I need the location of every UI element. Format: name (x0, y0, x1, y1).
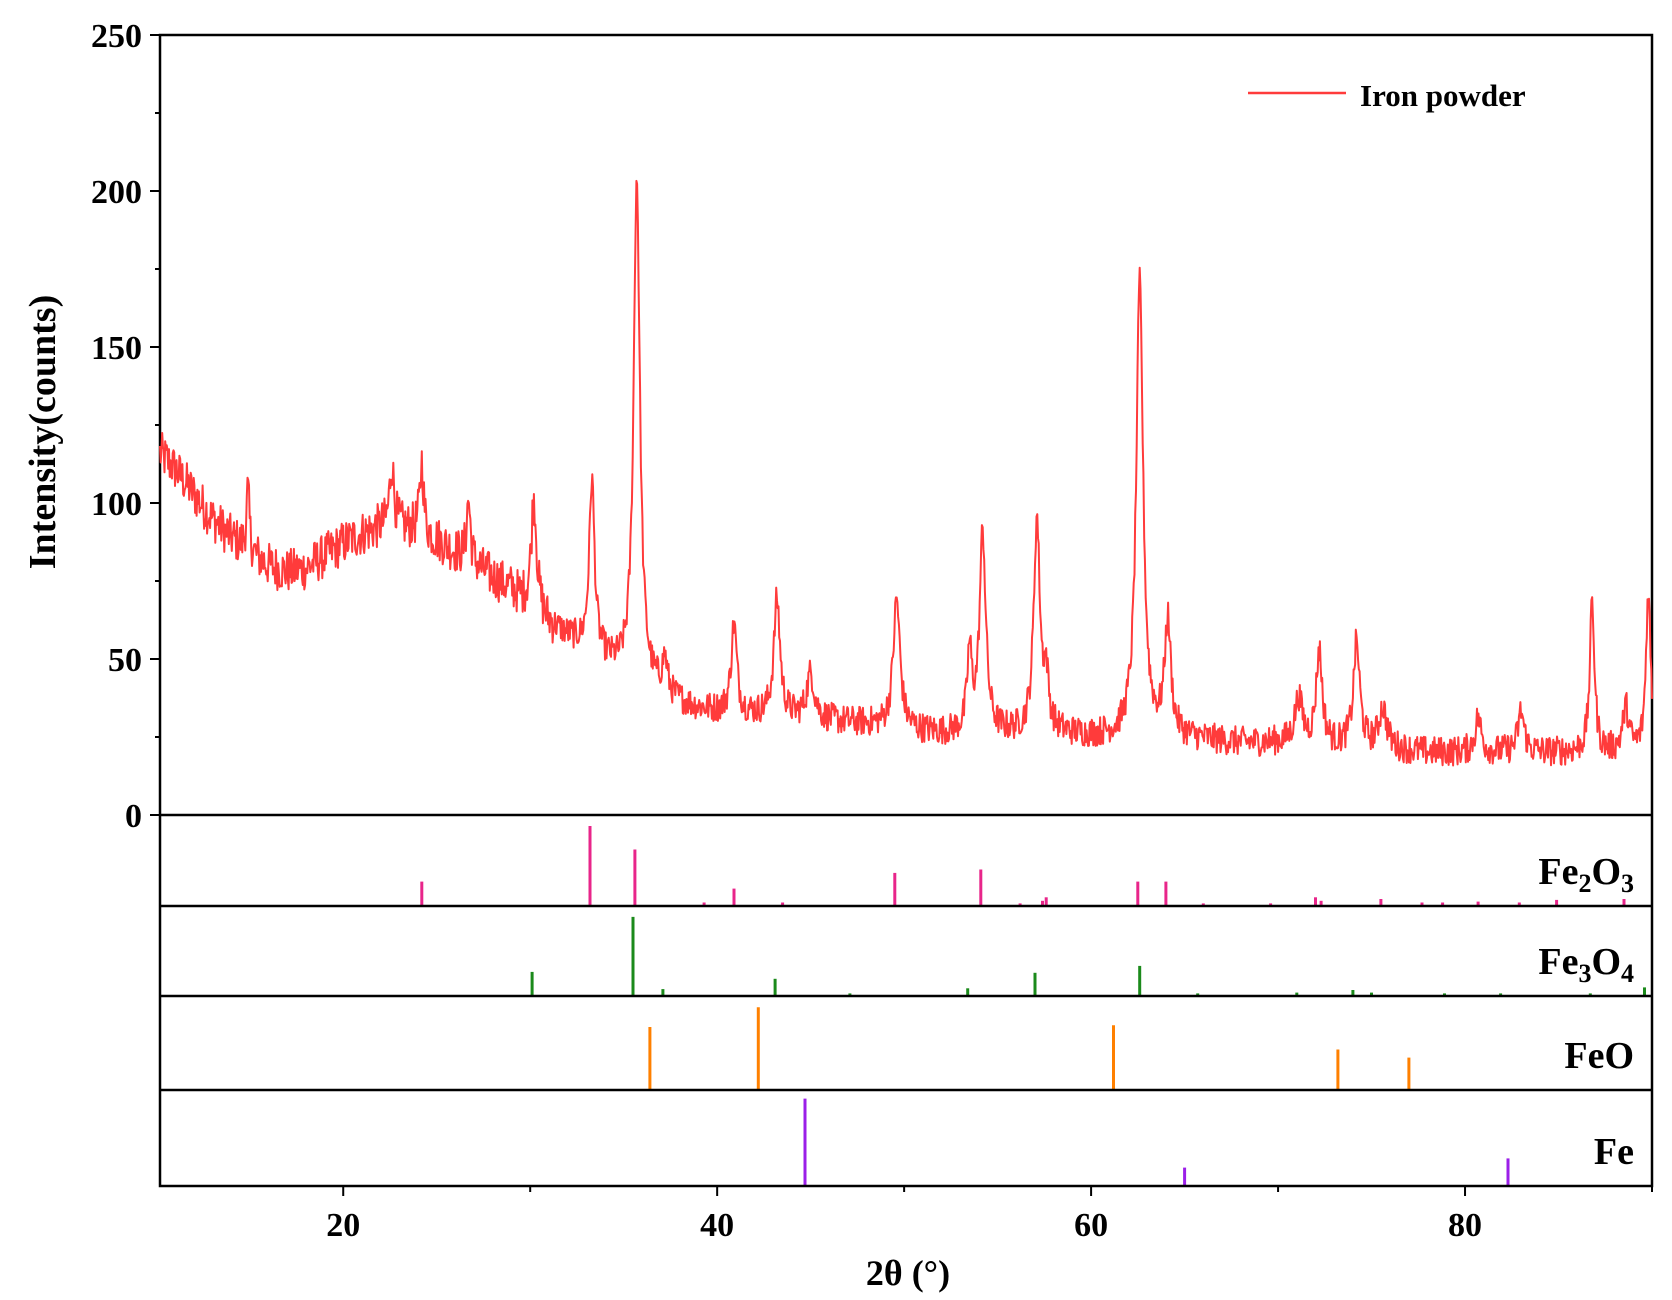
reference-panel-label: Fe (1594, 1131, 1634, 1173)
x-tick-label: 60 (1074, 1207, 1108, 1244)
y-axis-label: Intensity(counts) (22, 295, 64, 569)
series-line-iron-powder (159, 179, 1653, 767)
reference-panel-label: Fe2O3 (1538, 851, 1634, 898)
y-tick-label: 150 (91, 330, 142, 367)
reference-panels: Fe2O3 Fe3O4 FeO Fe (420, 826, 1646, 1186)
legend-label: Iron powder (1360, 78, 1526, 113)
y-tick-label: 50 (108, 642, 142, 679)
reference-panel: Fe3O4 (530, 916, 1646, 996)
reference-panel: Fe (803, 1098, 1634, 1186)
y-tick-label: 0 (125, 798, 142, 835)
x-tick-label: 80 (1448, 1207, 1482, 1244)
plot-frame (158, 33, 1654, 1188)
reference-panel: FeO (648, 1007, 1634, 1090)
legend: Iron powder (1248, 78, 1526, 113)
x-tick-label: 20 (326, 1207, 360, 1244)
axis-ticks: 0 50 100 150 200 250 20 40 60 80 (91, 18, 1653, 1244)
series-layer (159, 179, 1653, 767)
reference-panel: Fe2O3 (420, 826, 1634, 906)
y-tick-label: 200 (91, 174, 142, 211)
reference-panel-label: Fe3O4 (1538, 941, 1634, 988)
reference-panel-label: FeO (1564, 1035, 1634, 1077)
y-tick-label: 250 (91, 18, 142, 55)
x-axis-label: 2θ (°) (866, 1253, 950, 1293)
y-tick-label: 100 (91, 486, 142, 523)
x-tick-label: 40 (700, 1207, 734, 1244)
plot-border (158, 33, 1654, 1188)
